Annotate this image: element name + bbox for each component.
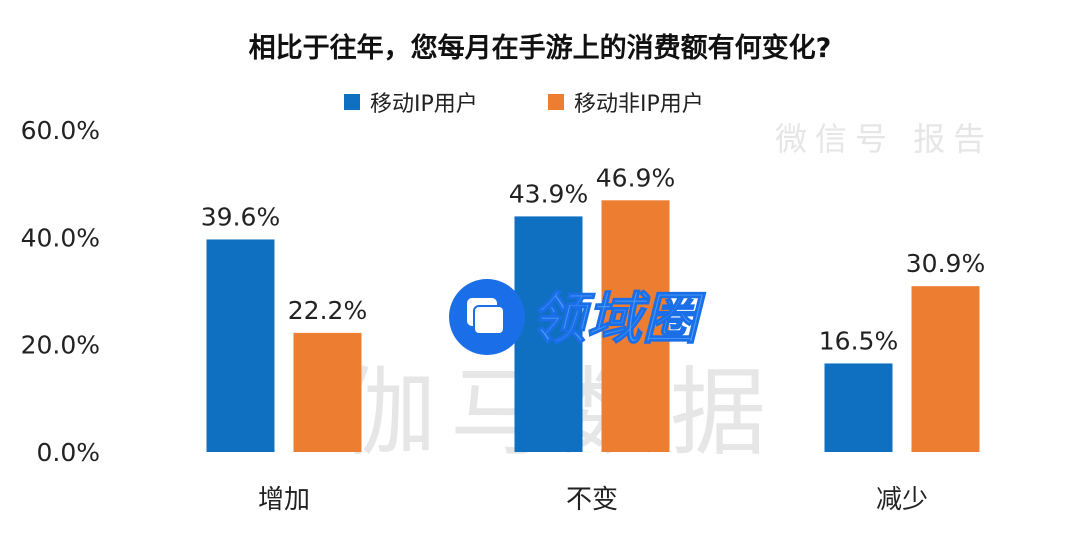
x-tick-label: 不变 (566, 485, 618, 515)
watermark-logo: 领域圈 (449, 279, 707, 355)
x-tick-label: 增加 (258, 485, 310, 515)
legend-swatch (548, 94, 564, 110)
legend: 移动IP用户 移动非IP用户 (344, 92, 704, 117)
bar (514, 216, 583, 452)
chart-title: 相比于往年，您每月在手游上的消费额有何变化? (249, 32, 832, 64)
bar (824, 363, 893, 452)
watermark-sub: 微信号 报告 (775, 120, 993, 158)
y-tick-label: 0.0% (36, 438, 100, 467)
x-axis: 增加 不变 减少 (258, 485, 928, 515)
logo-square-icon (473, 305, 505, 335)
data-label: 16.5% (819, 326, 898, 355)
legend-label: 移动IP用户 (370, 92, 478, 117)
data-label: 30.9% (906, 249, 985, 278)
bars: 39.6% 22.2% 43.9% 46.9% 16.5% 30.9% (201, 163, 985, 452)
bar (911, 286, 980, 452)
logo-text: 领域圈 (530, 287, 706, 352)
data-label: 39.6% (201, 202, 280, 231)
y-tick-label: 60.0% (21, 116, 100, 145)
legend-label: 移动非IP用户 (574, 92, 704, 117)
y-tick-label: 40.0% (21, 223, 100, 252)
data-label: 43.9% (509, 179, 588, 208)
bar (293, 332, 362, 452)
data-label: 46.9% (596, 163, 675, 192)
legend-swatch (344, 94, 360, 110)
data-label: 22.2% (288, 296, 367, 325)
y-tick-label: 20.0% (21, 331, 100, 360)
bar (601, 200, 670, 452)
x-tick-label: 减少 (876, 485, 928, 515)
y-axis: 0.0% 20.0% 40.0% 60.0% (21, 116, 100, 467)
bar (206, 239, 275, 452)
